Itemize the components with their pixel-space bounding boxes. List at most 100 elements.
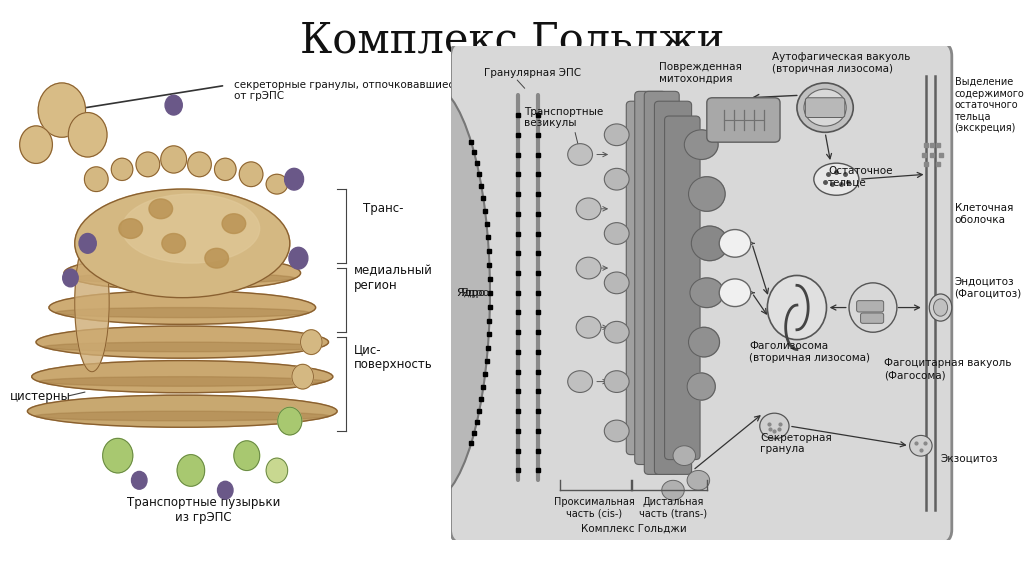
- Circle shape: [604, 124, 629, 146]
- Ellipse shape: [804, 89, 846, 126]
- Circle shape: [38, 83, 85, 137]
- Ellipse shape: [162, 234, 185, 253]
- Circle shape: [604, 371, 629, 393]
- FancyBboxPatch shape: [635, 91, 667, 464]
- Circle shape: [604, 272, 629, 294]
- Ellipse shape: [55, 308, 309, 317]
- Ellipse shape: [112, 158, 133, 180]
- Circle shape: [687, 471, 710, 490]
- Ellipse shape: [760, 413, 790, 439]
- Ellipse shape: [814, 163, 859, 195]
- Text: Проксимальная
часть (cis-): Проксимальная часть (cis-): [554, 497, 635, 518]
- Ellipse shape: [70, 273, 295, 284]
- Text: Комплекс Гольджи: Комплекс Гольджи: [581, 523, 686, 534]
- FancyBboxPatch shape: [654, 101, 691, 474]
- Ellipse shape: [215, 158, 236, 180]
- Text: Эндоцитоз
(Фагоцитоз): Эндоцитоз (Фагоцитоз): [954, 277, 1022, 298]
- Text: Клеточная
оболочка: Клеточная оболочка: [954, 203, 1013, 224]
- Text: Ядро: Ядро: [461, 288, 489, 298]
- Text: Транспортные
везикулы: Транспортные везикулы: [524, 107, 603, 129]
- FancyBboxPatch shape: [857, 301, 884, 312]
- Ellipse shape: [688, 177, 725, 211]
- Text: Экзоцитоз: Экзоцитоз: [941, 453, 998, 463]
- Circle shape: [292, 364, 313, 389]
- Ellipse shape: [35, 411, 330, 421]
- Circle shape: [604, 420, 629, 442]
- Circle shape: [604, 223, 629, 245]
- Ellipse shape: [205, 249, 228, 268]
- Circle shape: [79, 234, 96, 253]
- FancyBboxPatch shape: [451, 41, 952, 545]
- Circle shape: [577, 316, 601, 338]
- Ellipse shape: [688, 327, 720, 357]
- Ellipse shape: [136, 152, 160, 177]
- Circle shape: [301, 329, 322, 355]
- Ellipse shape: [909, 436, 932, 456]
- Ellipse shape: [767, 276, 826, 340]
- Ellipse shape: [84, 167, 109, 192]
- Circle shape: [233, 441, 260, 471]
- Ellipse shape: [934, 299, 947, 316]
- Circle shape: [604, 168, 629, 190]
- Circle shape: [719, 230, 751, 257]
- Text: Гранулярная ЭПС: Гранулярная ЭПС: [484, 68, 582, 78]
- Circle shape: [567, 371, 593, 393]
- Text: Выделение
содержимого
остаточного
тельца
(экскреция): Выделение содержимого остаточного тельца…: [954, 77, 1024, 133]
- Circle shape: [131, 471, 147, 489]
- Ellipse shape: [266, 174, 288, 194]
- Text: цистерны: цистерны: [10, 390, 71, 403]
- Ellipse shape: [684, 130, 718, 160]
- Text: Транс-: Транс-: [362, 202, 403, 215]
- Ellipse shape: [849, 283, 897, 332]
- Ellipse shape: [49, 291, 315, 324]
- Ellipse shape: [39, 377, 326, 386]
- Text: Дистальная
часть (trans-): Дистальная часть (trans-): [639, 497, 708, 518]
- Ellipse shape: [148, 199, 173, 219]
- Text: медиальный
регион: медиальный регион: [354, 264, 433, 292]
- Ellipse shape: [28, 395, 337, 427]
- FancyBboxPatch shape: [644, 91, 679, 474]
- Ellipse shape: [687, 373, 715, 400]
- FancyBboxPatch shape: [805, 98, 845, 118]
- Ellipse shape: [690, 278, 724, 308]
- Circle shape: [266, 458, 288, 483]
- Text: Фаголизосома
(вторичная лизосома): Фаголизосома (вторичная лизосома): [750, 341, 870, 363]
- FancyBboxPatch shape: [860, 313, 884, 323]
- Circle shape: [289, 247, 308, 269]
- Ellipse shape: [119, 219, 142, 238]
- Circle shape: [285, 168, 303, 190]
- Circle shape: [278, 408, 302, 435]
- Circle shape: [19, 126, 52, 164]
- Ellipse shape: [75, 234, 110, 372]
- Circle shape: [604, 321, 629, 343]
- Ellipse shape: [930, 294, 952, 321]
- FancyBboxPatch shape: [665, 116, 700, 460]
- Ellipse shape: [122, 194, 260, 263]
- Text: Ядро: Ядро: [457, 288, 485, 298]
- FancyBboxPatch shape: [627, 101, 655, 455]
- Circle shape: [577, 257, 601, 279]
- Text: Секреторная
гранула: Секреторная гранула: [760, 432, 833, 454]
- Ellipse shape: [222, 214, 246, 234]
- Circle shape: [165, 95, 182, 115]
- Text: Фагоцитарная вакуоль
(Фагосома): Фагоцитарная вакуоль (Фагосома): [885, 358, 1012, 380]
- Circle shape: [102, 439, 133, 473]
- Ellipse shape: [75, 189, 290, 298]
- Ellipse shape: [65, 256, 301, 290]
- Circle shape: [217, 482, 233, 499]
- FancyBboxPatch shape: [707, 98, 780, 142]
- Text: Поврежденная
митохондрия: Поврежденная митохондрия: [659, 62, 741, 84]
- Circle shape: [69, 113, 106, 157]
- Ellipse shape: [43, 342, 322, 352]
- Circle shape: [577, 198, 601, 220]
- Circle shape: [567, 144, 593, 165]
- Text: секреторные гранулы, отпочковавшиеся
от грЭПС: секреторные гранулы, отпочковавшиеся от …: [233, 80, 461, 101]
- Ellipse shape: [691, 226, 728, 261]
- Ellipse shape: [36, 326, 329, 358]
- Circle shape: [177, 455, 205, 486]
- Ellipse shape: [161, 146, 186, 173]
- Text: Цис-
поверхность: Цис- поверхность: [354, 343, 433, 371]
- Text: Остаточное
тельце: Остаточное тельце: [827, 166, 892, 188]
- Circle shape: [662, 480, 684, 500]
- Ellipse shape: [32, 360, 333, 393]
